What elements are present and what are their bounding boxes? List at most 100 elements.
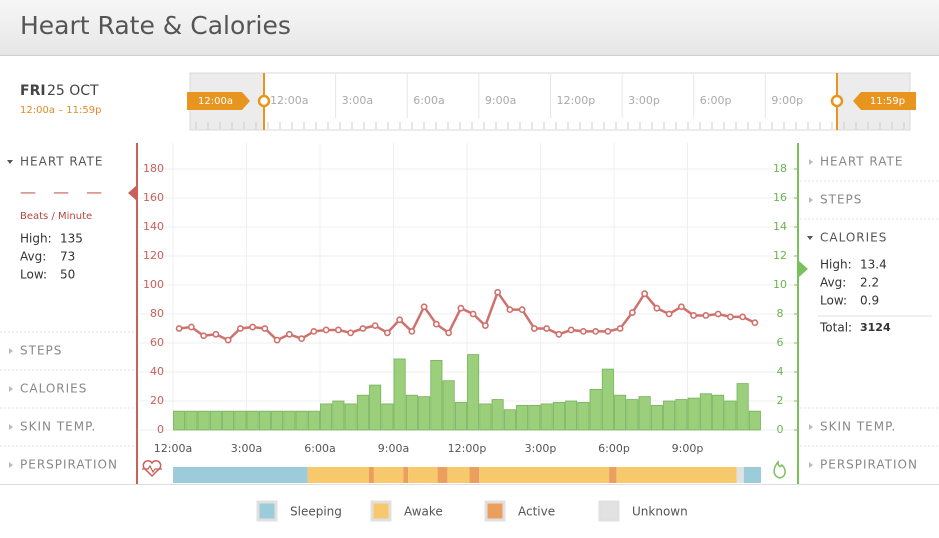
heart-rate-point: [273, 336, 281, 344]
section-header[interactable]: HEART RATE: [820, 155, 903, 169]
calorie-bar: [418, 396, 431, 431]
heart-rate-point: [555, 330, 563, 338]
stat-value: 0.9: [860, 294, 879, 308]
stat-value: 2.2: [860, 276, 879, 290]
calorie-bar: [393, 358, 406, 431]
total-label: Total:: [819, 321, 852, 335]
section-header[interactable]: STEPS: [20, 344, 62, 358]
section-caret: [9, 348, 13, 354]
y2-tick-label: 4: [777, 365, 784, 378]
y-tick-label: 140: [143, 220, 164, 233]
right-pointer: [799, 261, 808, 277]
calorie-bar: [503, 409, 516, 431]
section-header[interactable]: HEART RATE: [20, 155, 103, 169]
heart-rate-point: [506, 306, 514, 314]
heart-rate-point: [518, 306, 526, 314]
heart-rate-point: [653, 304, 661, 312]
section-header[interactable]: STEPS: [820, 193, 862, 207]
heart-rate-point: [298, 335, 306, 343]
stat-value: 13.4: [860, 258, 887, 272]
heart-rate-point: [322, 326, 330, 334]
left-panel: [0, 143, 137, 484]
section-header[interactable]: SKIN TEMP.: [20, 420, 96, 434]
heart-rate-point: [579, 327, 587, 335]
calorie-bar: [197, 410, 210, 431]
activity-segment: [369, 467, 374, 483]
calorie-bar: [369, 384, 382, 431]
heart-rate-point: [347, 329, 355, 337]
heart-rate-point: [714, 310, 722, 318]
calorie-bar: [736, 383, 749, 431]
heart-rate-point: [751, 319, 759, 327]
timeline-flag[interactable]: [853, 92, 916, 110]
stat-value: 73: [60, 250, 75, 264]
calorie-bar: [687, 397, 700, 431]
calorie-bar: [699, 393, 712, 431]
calorie-bar: [601, 368, 614, 431]
heart-rate-point: [739, 313, 747, 321]
calorie-bar: [356, 394, 369, 431]
heart-rate-point: [396, 316, 404, 324]
legend-swatch: [256, 500, 278, 522]
heart-rate-point: [236, 325, 244, 332]
calorie-bar: [491, 399, 504, 431]
activity-segment: [403, 467, 409, 483]
activity-segment: [736, 467, 744, 483]
timeline-label: 3:00p: [628, 94, 660, 107]
calorie-bar: [724, 400, 737, 431]
y-tick-label: 120: [143, 249, 164, 262]
x-tick-label: 9:00p: [672, 442, 704, 455]
x-tick-label: 12:00a: [154, 442, 192, 455]
timeline-flag[interactable]: [187, 92, 250, 110]
calorie-bar: [295, 410, 308, 431]
calorie-bar: [626, 399, 639, 431]
heart-rate-point: [383, 329, 391, 337]
calorie-bar: [381, 403, 394, 431]
heart-rate-point: [702, 312, 710, 319]
stat-label: High:: [820, 258, 852, 272]
calorie-bar: [479, 403, 492, 431]
y-tick-label: 40: [150, 365, 164, 378]
calorie-bar: [222, 410, 235, 431]
heart-rate-point: [359, 325, 367, 332]
section-header[interactable]: CALORIES: [20, 382, 87, 396]
total-value: 3124: [860, 321, 891, 334]
activity-segment: [408, 467, 438, 483]
timeline-label: 3:00a: [342, 94, 373, 107]
timeline-handle[interactable]: [830, 94, 844, 108]
right-panel: [799, 143, 939, 484]
heart-rate-point: [543, 325, 551, 332]
heart-rate-point: [334, 326, 342, 334]
calorie-bar: [638, 396, 651, 431]
y-tick-label: 60: [150, 336, 164, 349]
section-caret: [9, 462, 13, 468]
heart-rate-point: [175, 325, 183, 332]
section-header[interactable]: PERSPIRATION: [20, 458, 118, 472]
stat-label: High:: [20, 232, 52, 246]
date-date: 25 OCT: [47, 83, 99, 99]
calorie-bar: [173, 410, 186, 431]
calorie-bar: [712, 394, 725, 431]
y2-tick-label: 12: [773, 249, 787, 262]
calorie-bar: [663, 400, 676, 431]
section-caret: [809, 159, 813, 165]
stat-label: Low:: [820, 294, 847, 308]
calorie-bar: [320, 403, 333, 431]
flame-icon: [773, 459, 786, 479]
heart-rate-point: [212, 330, 220, 338]
section-header[interactable]: CALORIES: [820, 231, 887, 245]
section-header[interactable]: PERSPIRATION: [820, 458, 918, 472]
calorie-bar: [271, 410, 284, 431]
y2-tick-label: 6: [777, 336, 784, 349]
heart-rate-point: [641, 290, 649, 298]
calorie-bar: [234, 410, 247, 431]
timeline-handle[interactable]: [257, 94, 271, 108]
timeline[interactable]: 12:00a 3:00a 6:00a 9:00a 12:00p 3:00p 6:00p 9:0…: [187, 72, 916, 131]
heart-rate-point: [408, 327, 416, 335]
x-tick-label: 6:00p: [598, 442, 630, 455]
section-caret: [9, 386, 13, 392]
section-header[interactable]: SKIN TEMP.: [820, 420, 896, 434]
y-tick-label: 100: [143, 278, 164, 291]
calorie-bar: [589, 388, 602, 431]
